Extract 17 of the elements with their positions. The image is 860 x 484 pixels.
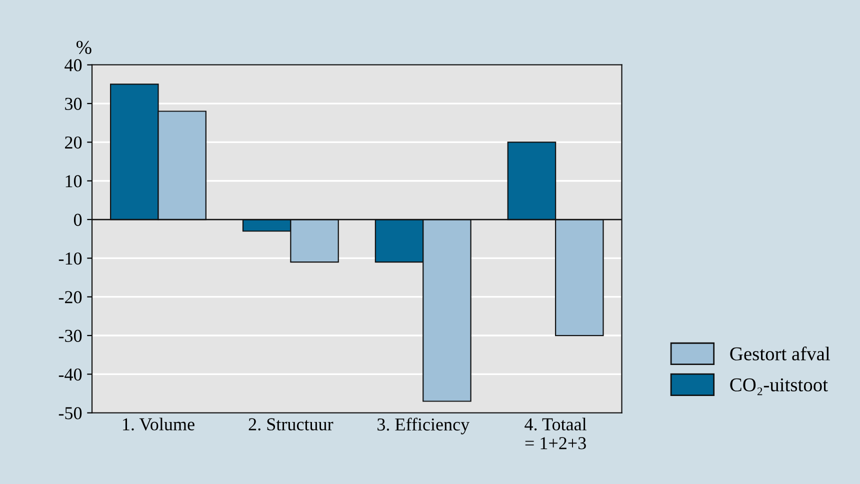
y-tick-label: -20 — [58, 291, 82, 304]
y-tick-label: -40 — [58, 368, 82, 381]
y-tick-label: 20 — [65, 136, 82, 149]
y-tick-label: -50 — [58, 407, 82, 420]
y-tick-label: 40 — [64, 59, 82, 72]
y-tick-label: -30 — [58, 330, 82, 342]
y-tick-label: 10 — [66, 175, 82, 188]
legend-label: CO₂-uitstoot — [730, 378, 828, 396]
x-tick-label: 4. Totaal = 1+2+3 — [524, 418, 586, 450]
x-tick-label: 2. Structuur — [248, 418, 334, 430]
y-tick-label: -10 — [58, 252, 82, 265]
x-tick-label: 3. Efficiency — [378, 418, 470, 434]
y-tick-label: 30 — [65, 98, 82, 110]
x-tick-label: 1. Volume — [123, 418, 194, 431]
y-axis-title: % — [76, 40, 92, 54]
y-tick-label: 0 — [74, 214, 82, 226]
legend-label: Gestort afval — [730, 346, 830, 360]
